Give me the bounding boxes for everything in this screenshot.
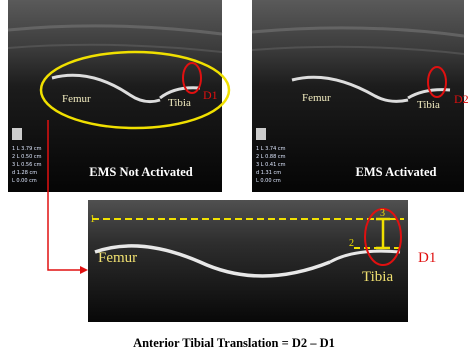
panel-caption: EMS Not Activated bbox=[89, 165, 193, 179]
measurement: d 1.28 cm bbox=[12, 170, 37, 176]
panel-caption: EMS Activated bbox=[356, 165, 437, 179]
ultrasound-zoom: 1 2 3 Femur Tibia bbox=[88, 200, 408, 322]
ultrasound-left: Femur Tibia EMS Not Activated 1 L 3.79 c… bbox=[7, 0, 231, 192]
measurement: 2 L 0.88 cm bbox=[256, 154, 286, 160]
measurement: 2 L 0.50 cm bbox=[12, 154, 42, 160]
formula: Anterior Tibial Translation = D2 – D1 bbox=[133, 336, 335, 350]
measurement: L 0.00 cm bbox=[256, 178, 281, 184]
point-label: 3 bbox=[380, 208, 385, 219]
femur-label: Femur bbox=[302, 92, 331, 104]
measurement: L 0.00 cm bbox=[12, 178, 37, 184]
measurement: 1 L 3.79 cm bbox=[12, 146, 42, 152]
measurement: d 1.31 cm bbox=[256, 170, 281, 176]
arrow-head bbox=[80, 266, 88, 274]
distance-label: D1 bbox=[203, 88, 218, 102]
ultrasound-right: Femur Tibia EMS Activated 1 L 3.74 cm 2 L… bbox=[251, 0, 465, 192]
point-label: 2 bbox=[349, 238, 354, 249]
measurement: 3 L 0.41 cm bbox=[256, 162, 286, 168]
tibia-label: Tibia bbox=[417, 99, 440, 111]
tibia-label: Tibia bbox=[362, 269, 393, 285]
point-label: 1 bbox=[90, 214, 95, 225]
distance-label: D1 bbox=[418, 250, 436, 266]
femur-label: Femur bbox=[62, 93, 91, 105]
arrow bbox=[47, 120, 84, 271]
femur-label: Femur bbox=[98, 250, 137, 266]
distance-label: D2 bbox=[454, 92, 469, 106]
measurement: 1 L 3.74 cm bbox=[256, 146, 286, 152]
tibia-label: Tibia bbox=[168, 97, 191, 109]
measurement: 3 L 0.56 cm bbox=[12, 162, 42, 168]
